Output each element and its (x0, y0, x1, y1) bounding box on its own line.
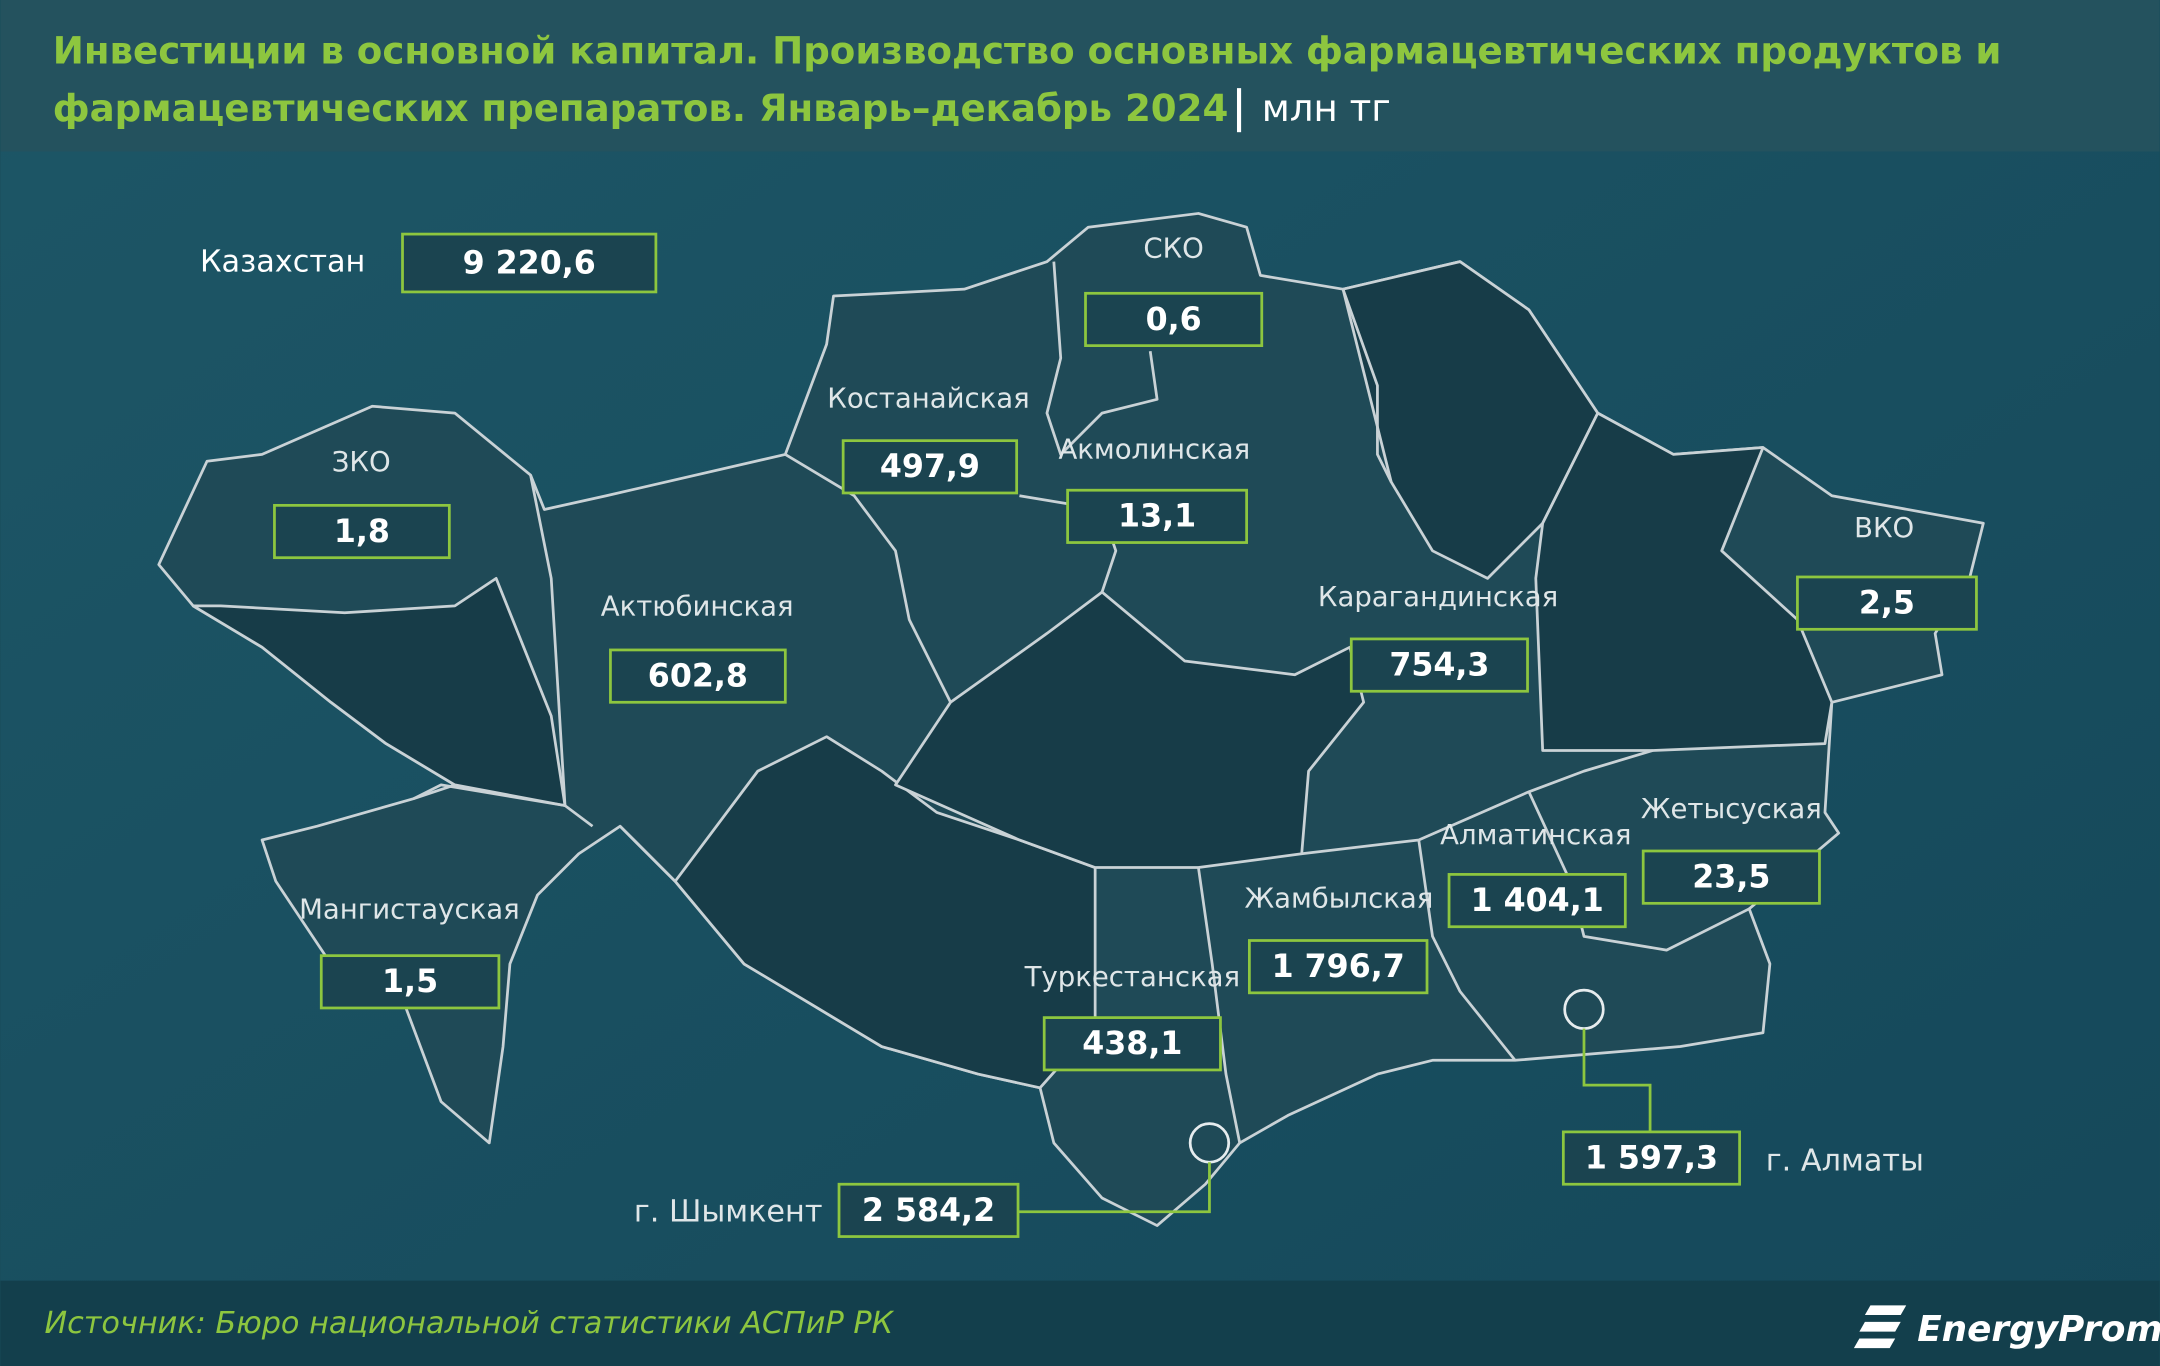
region-name: Карагандинская (1318, 581, 1558, 613)
header-band (0, 0, 2160, 152)
region-value: 23,5 (1692, 860, 1770, 896)
region-value: 1 597,3 (1585, 1140, 1718, 1176)
labels: Казахстан 9 220,6 (200, 232, 658, 294)
value-box (273, 503, 451, 560)
logo-icon (1853, 1305, 1907, 1349)
value-box (1042, 1016, 1222, 1072)
region-shape (673, 735, 1097, 1090)
value-box (1796, 575, 1978, 631)
separator (1236, 88, 1242, 133)
border-line (529, 474, 594, 828)
value-box (609, 648, 787, 704)
border-line (784, 453, 952, 703)
region-value: 602,8 (648, 658, 748, 694)
leader-line (1582, 1028, 1652, 1132)
region-value: 497,9 (880, 449, 980, 485)
border-line (1045, 261, 1159, 456)
region-name: Алматинская (1440, 819, 1631, 851)
footer-band (0, 1280, 2160, 1366)
value-box (1247, 939, 1429, 995)
region-shape (1534, 411, 1834, 752)
value-box (837, 1182, 1020, 1238)
source: Источник: Бюро национальной статистики А… (44, 1306, 894, 1341)
region-value: 2 584,2 (862, 1193, 995, 1229)
region-name: СКО (1143, 233, 1203, 265)
region-value: 1,8 (334, 514, 390, 550)
value-box (841, 439, 1019, 495)
border-line (619, 825, 677, 883)
region-name: Жамбылская (1244, 882, 1433, 914)
region-shape (191, 576, 567, 807)
region-value: 1 796,7 (1272, 949, 1405, 985)
region-name: Актюбинская (601, 591, 794, 623)
region-name: г. Алматы (1766, 1143, 1924, 1178)
region-value: 438,1 (1082, 1026, 1182, 1062)
value-box (1349, 637, 1529, 693)
country-name: Казахстан (200, 244, 365, 279)
region-value: 1 404,1 (1471, 883, 1604, 919)
region-value: 13,1 (1118, 499, 1196, 535)
region-value: 2,5 (1859, 586, 1915, 622)
value-box (1641, 849, 1821, 905)
region-name: г. Шымкент (634, 1194, 823, 1229)
value-box (1447, 873, 1627, 929)
region-value: 754,3 (1389, 647, 1489, 683)
logo: EnergyProm (1917, 1309, 2160, 1350)
value-box (1084, 291, 1264, 348)
region-name: Костанайская (827, 383, 1029, 415)
country-value: 9 220,6 (463, 245, 596, 281)
region-name: ВКО (1854, 512, 1914, 544)
region-name: Мангистауская (299, 893, 520, 925)
region-value: 1,5 (382, 964, 438, 1000)
region-name: Туркестанская (1024, 961, 1240, 993)
title-line: Инвестиции в основной капитал. Производс… (53, 28, 2002, 72)
value-box (319, 954, 501, 1010)
border-line (1417, 839, 1517, 1062)
region-name: ЗКО (332, 446, 391, 478)
title-line: фармацевтических препаратов. Январь–дека… (53, 86, 1229, 130)
map (157, 212, 1985, 1227)
border-line (1341, 288, 1393, 483)
value-box (1066, 488, 1248, 544)
region-value: 0,6 (1146, 302, 1202, 338)
border-line (1527, 791, 1750, 952)
callouts (1018, 988, 1652, 1214)
leader-line (1018, 1162, 1211, 1214)
border-line (412, 783, 566, 807)
region-name: Акмолинская (1058, 434, 1250, 466)
region-name: Жетысуская (1641, 793, 1822, 825)
region-labels: СКО 0,6 Костанайская 497,9 Акмолинская 13,1 ЗК… (273, 233, 1978, 1238)
unit: млн тг (1262, 86, 1391, 130)
value-box (401, 232, 658, 294)
